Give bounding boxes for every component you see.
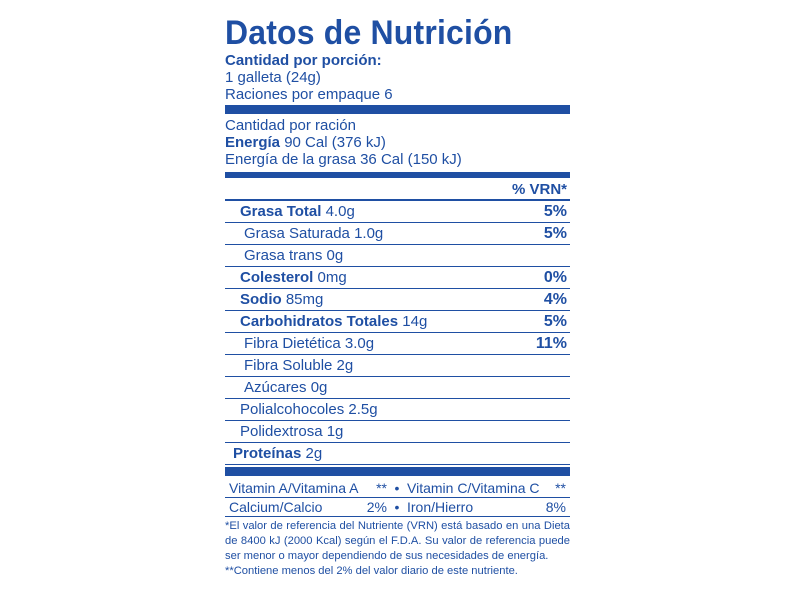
nutrient-amount: 0mg [313,269,347,286]
nutrient-row: Grasa trans 0g [225,244,570,266]
nutrient-label: Grasa trans 0g [244,247,343,264]
nutrient-name: Azúcares [244,379,307,396]
nutrient-amount: 2.5g [344,401,378,418]
fat-energy-line: Energía de la grasa 36 Cal (150 kJ) [225,151,462,168]
vitamin-left: Vitamin A/Vitamina A ** [229,480,387,496]
nutrient-name: Grasa trans [244,247,323,264]
nutrient-label: Fibra Soluble 2g [244,357,353,374]
nutrient-row: Sodio 85mg 4% [225,288,570,310]
nutrient-label: Sodio 85mg [240,291,323,308]
nutrient-percent: 5% [543,202,567,220]
vitamin-value: ** [376,480,387,496]
nutrient-row: Grasa Total 4.0g 5% [225,199,570,222]
nutrient-percent: 4% [543,290,567,308]
vitamin-value: 8% [545,499,566,515]
nutrient-label: Grasa Total 4.0g [240,203,355,220]
vitamin-left: Calcium/Calcio 2% [229,499,387,515]
nutrient-percent: 5% [543,224,567,242]
nutrient-name: Grasa Total [240,203,322,220]
nutrient-name: Proteínas [233,445,302,462]
section-divider [225,172,570,178]
nutrient-name: Polialcohocoles [240,401,345,418]
energy-label: Energía [225,134,281,151]
nutrient-label: Azúcares 0g [244,379,327,396]
less-than-footnote: **Contiene menos del 2% del valor diario… [225,565,518,577]
nutrient-row: Azúcares 0g [225,376,570,398]
nutrient-row: Fibra Dietética 3.0g 11% [225,332,570,354]
vitamin-value: 2% [366,499,387,515]
nutrient-name: Polidextrosa [240,423,323,440]
nutrient-row: Proteínas 2g [225,442,570,464]
nutrient-row: Polidextrosa 1g [225,420,570,442]
vitamin-row: Vitamin A/Vitamina A ** • Vitamin C/Vitamin… [225,479,570,498]
serving-heading: Cantidad por porción: [225,52,382,69]
energy-line: Energía 90 Cal (376 kJ) [225,134,570,151]
vitamin-right: Iron/Hierro 8% [407,499,566,515]
row-divider [225,464,570,465]
nutrient-percent: 11% [535,334,567,352]
nutrient-amount: 2g [332,357,354,374]
nutrient-amount: 0g [306,379,328,396]
amount-per-ration: Cantidad por ración [225,117,356,134]
nutrient-row: Carbohidratos Totales 14g 5% [225,310,570,332]
nutrient-amount: 1.0g [349,225,384,242]
vrn-heading: % VRN* [511,181,567,198]
nutrient-label: Proteínas 2g [233,445,322,462]
nutrient-amount: 2g [301,445,323,462]
nutrient-name: Colesterol [240,269,314,286]
nutrient-name: Carbohidratos Totales [240,313,399,330]
vitamin-name: Vitamin A/Vitamina A [229,480,359,496]
nutrient-name: Fibra Dietética [244,335,341,352]
servings-per-package: Raciones por empaque 6 [225,86,393,103]
section-divider [225,467,570,476]
nutrient-label: Polialcohocoles 2.5g [240,401,378,418]
vitamin-row: Calcium/Calcio 2% • Iron/Hierro 8% [225,498,570,517]
nutrient-row: Polialcohocoles 2.5g [225,398,570,420]
nutrient-amount: 3.0g [340,335,375,352]
vitamin-name: Iron/Hierro [407,499,474,515]
nutrient-label: Fibra Dietética 3.0g [244,335,374,352]
vitamin-right: Vitamin C/Vitamina C ** [407,480,566,496]
section-divider [225,105,570,114]
nutrition-facts-label: Datos de Nutrición Cantidad por porción:… [225,14,570,579]
bullet-separator: • [394,480,400,496]
nutrient-amount: 1g [322,423,344,440]
nutrient-amount: 4.0g [321,203,355,220]
bullet-separator: • [394,499,400,515]
nutrient-amount: 0g [322,247,344,264]
nutrient-name: Fibra Soluble [244,357,333,374]
vrn-footnote: *El valor de referencia del Nutriente (V… [225,520,570,562]
nutrient-label: Grasa Saturada 1.0g [244,225,383,242]
nutrient-row: Grasa Saturada 1.0g 5% [225,222,570,244]
nutrient-amount: 14g [398,313,428,330]
nutrient-label: Polidextrosa 1g [240,423,343,440]
vitamin-name: Vitamin C/Vitamina C [407,480,540,496]
nutrient-percent: 5% [543,312,567,330]
nutrient-label: Colesterol 0mg [240,269,347,286]
nutrient-name: Grasa Saturada [244,225,350,242]
vitamin-table: Vitamin A/Vitamina A ** • Vitamin C/Vitamin… [225,479,570,517]
vitamin-value: ** [555,480,566,496]
page-title: Datos de Nutrición [225,14,513,52]
serving-size: 1 galleta (24g) [225,69,321,86]
nutrient-percent: 0% [543,268,567,286]
energy-value: 90 Cal (376 kJ) [280,134,386,151]
nutrient-name: Sodio [240,291,282,308]
nutrient-row: Colesterol 0mg 0% [225,266,570,288]
nutrient-amount: 85mg [281,291,324,308]
vitamin-name: Calcium/Calcio [229,499,323,515]
nutrient-label: Carbohidratos Totales 14g [240,313,427,330]
nutrient-table: Grasa Total 4.0g 5% Grasa Saturada 1.0g 5% G… [225,199,570,465]
nutrient-row: Fibra Soluble 2g [225,354,570,376]
